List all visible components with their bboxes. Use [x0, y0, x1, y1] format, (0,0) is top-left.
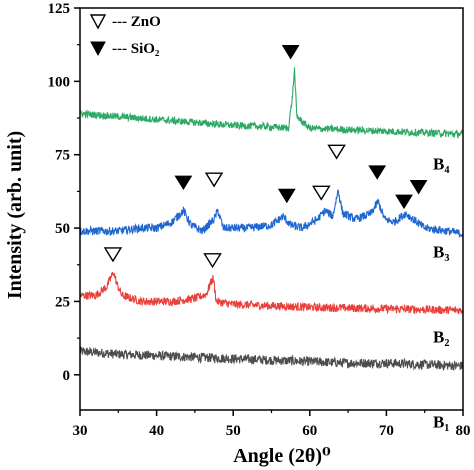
zno-peak-marker-6 — [327, 144, 346, 160]
legend-sio2-marker — [90, 41, 106, 57]
plot-frame — [79, 7, 464, 411]
series-line-4 — [79, 67, 464, 139]
x-tick-label-60: 60 — [302, 423, 317, 439]
y-tick-label-25: 25 — [55, 294, 70, 310]
x-tick-label-80: 80 — [456, 423, 471, 439]
x-tick-label-30: 30 — [73, 423, 88, 439]
series-line-1 — [79, 346, 464, 372]
x-tick-label-50: 50 — [226, 423, 241, 439]
x-tick-label-40: 40 — [149, 423, 164, 439]
series-layer — [79, 67, 464, 372]
y-tick-label-100: 100 — [48, 74, 71, 90]
sio2-peak-marker-4 — [277, 188, 296, 204]
sio2-peak-marker-3 — [174, 175, 193, 191]
x-tick-label-70: 70 — [379, 423, 394, 439]
tick-layer: 30 40 50 60 70 80 0 25 50 75 100 125 — [48, 1, 471, 439]
legend: --- ZnO --- SiO₂ — [89, 14, 161, 57]
sio2-peak-marker-8 — [395, 194, 413, 210]
y-tick-label-75: 75 — [55, 148, 70, 164]
legend-sio2-label: --- SiO₂ — [112, 41, 160, 57]
zno-peak-marker-2 — [204, 172, 224, 188]
x-axis-title: Angle (2θ)⁰ — [233, 445, 331, 467]
sio2-peak-marker-9 — [409, 179, 428, 195]
zno-peak-marker-11 — [203, 253, 222, 269]
y-axis-title: Intensity (arb. unit) — [4, 131, 26, 299]
legend-zno-marker — [89, 14, 107, 30]
sio2-peak-marker-7 — [368, 165, 387, 180]
y-tick-label-0: 0 — [63, 368, 71, 384]
series-label-layer: B₄ B₃ B₂ B₁ — [433, 155, 449, 432]
sio2-peak-marker-1 — [281, 45, 300, 60]
peak-marker-layer — [103, 45, 428, 269]
y-tick-label-50: 50 — [55, 221, 70, 237]
series-line-3 — [79, 189, 464, 238]
zno-peak-marker-5 — [312, 185, 331, 201]
series-line-2 — [79, 271, 464, 315]
zno-peak-marker-10 — [103, 247, 123, 263]
y-tick-label-125: 125 — [48, 1, 71, 17]
legend-zno-label: --- ZnO — [112, 14, 161, 30]
series-label-4: B₄ — [433, 155, 449, 174]
series-label-3: B₃ — [433, 243, 449, 262]
series-label-2: B₂ — [433, 328, 449, 347]
series-label-1: B₁ — [433, 413, 449, 432]
